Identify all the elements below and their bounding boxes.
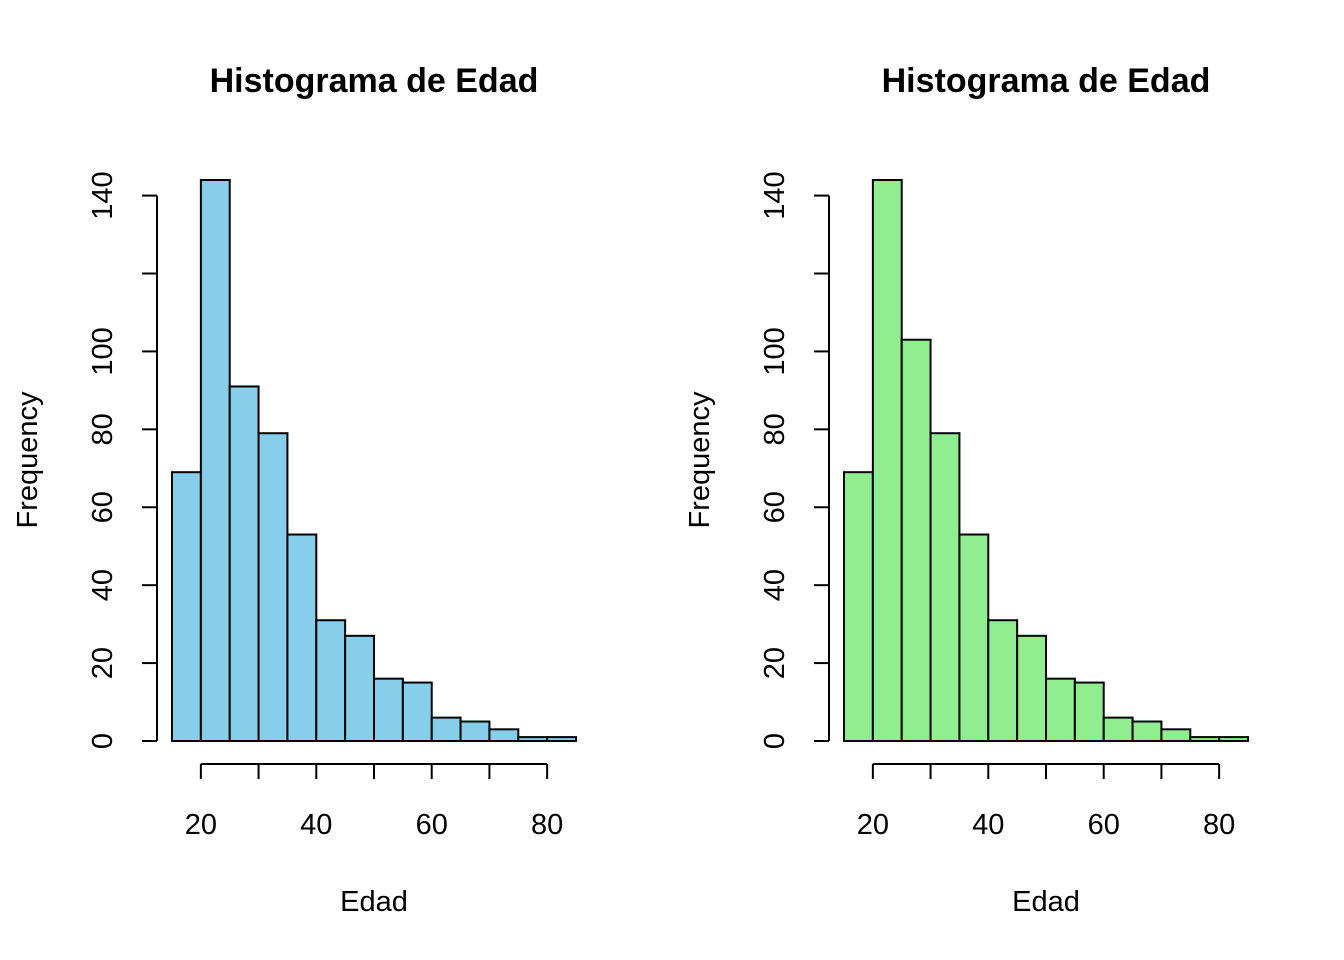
x-tick-label: 40 bbox=[972, 809, 1004, 841]
x-axis-label: Edad bbox=[340, 886, 408, 918]
histogram-bar-7 bbox=[1045, 677, 1076, 743]
histogram-bar-12 bbox=[1189, 736, 1221, 743]
y-tick-label: 60 bbox=[759, 491, 791, 523]
y-tick-label: 100 bbox=[759, 327, 791, 375]
histogram-bar-3 bbox=[257, 432, 289, 742]
x-tick-label: 80 bbox=[531, 809, 563, 841]
histogram-panel-right: Histograma de Edad 0 20 40 60 80 100 140 20 40 60 8… bbox=[684, 62, 1249, 918]
x-tick-label: 60 bbox=[1088, 809, 1120, 841]
y-tick-label: 60 bbox=[87, 491, 119, 523]
histogram-bar-1 bbox=[199, 179, 231, 742]
y-tick-label: 80 bbox=[759, 413, 791, 445]
histogram-bar-7 bbox=[373, 677, 404, 743]
histogram-bar-4 bbox=[286, 533, 318, 742]
histogram-bar-4 bbox=[958, 533, 990, 742]
histogram-bar-5 bbox=[315, 619, 347, 743]
histogram-bar-11 bbox=[1160, 728, 1192, 742]
chart-title: Histograma de Edad bbox=[882, 62, 1211, 100]
y-axis-label: Frequency bbox=[684, 391, 716, 529]
y-tick-label: 100 bbox=[87, 327, 119, 375]
histogram-bar-9 bbox=[430, 716, 462, 742]
histogram-bar-0 bbox=[171, 471, 202, 742]
histogram-bar-2 bbox=[228, 385, 260, 742]
y-tick-label: 0 bbox=[759, 733, 791, 749]
histogram-bar-3 bbox=[929, 432, 961, 742]
histogram-bar-1 bbox=[871, 179, 903, 742]
y-tick-label: 20 bbox=[759, 647, 791, 679]
y-tick-label: 20 bbox=[87, 647, 119, 679]
chart-title: Histograma de Edad bbox=[210, 62, 539, 100]
x-tick-label: 20 bbox=[857, 809, 889, 841]
y-tick-label: 80 bbox=[87, 413, 119, 445]
histogram-bar-8 bbox=[1073, 681, 1105, 742]
x-tick-label: 60 bbox=[416, 809, 448, 841]
histogram-bar-12 bbox=[517, 736, 549, 743]
histogram-bar-10 bbox=[459, 720, 491, 742]
histogram-bar-6 bbox=[344, 634, 375, 742]
x-axis-label: Edad bbox=[1012, 886, 1080, 918]
histogram-bar-13 bbox=[546, 736, 578, 743]
x-tick-label: 20 bbox=[185, 809, 217, 841]
y-tick-label: 40 bbox=[87, 569, 119, 601]
histogram-bar-6 bbox=[1016, 634, 1048, 742]
histogram-bar-2 bbox=[900, 338, 932, 742]
histogram-bar-9 bbox=[1102, 716, 1134, 742]
histogram-bar-10 bbox=[1131, 720, 1163, 742]
histogram-bar-8 bbox=[401, 681, 433, 742]
x-tick-label: 40 bbox=[300, 809, 332, 841]
histogram-bar-13 bbox=[1218, 736, 1249, 743]
y-tick-label: 140 bbox=[759, 171, 791, 219]
y-tick-label: 140 bbox=[87, 171, 119, 219]
y-tick-label: 0 bbox=[87, 733, 119, 749]
histogram-bar-0 bbox=[843, 471, 874, 742]
y-axis-label: Frequency bbox=[12, 391, 44, 529]
histogram-panel-left: Histograma de Edad 0 20 40 60 80 100 140 20 40 60 8… bbox=[12, 62, 578, 918]
x-tick-label: 80 bbox=[1203, 809, 1235, 841]
histogram-bar-5 bbox=[987, 619, 1019, 743]
histogram-bar-11 bbox=[488, 728, 520, 742]
y-tick-label: 40 bbox=[759, 569, 791, 601]
